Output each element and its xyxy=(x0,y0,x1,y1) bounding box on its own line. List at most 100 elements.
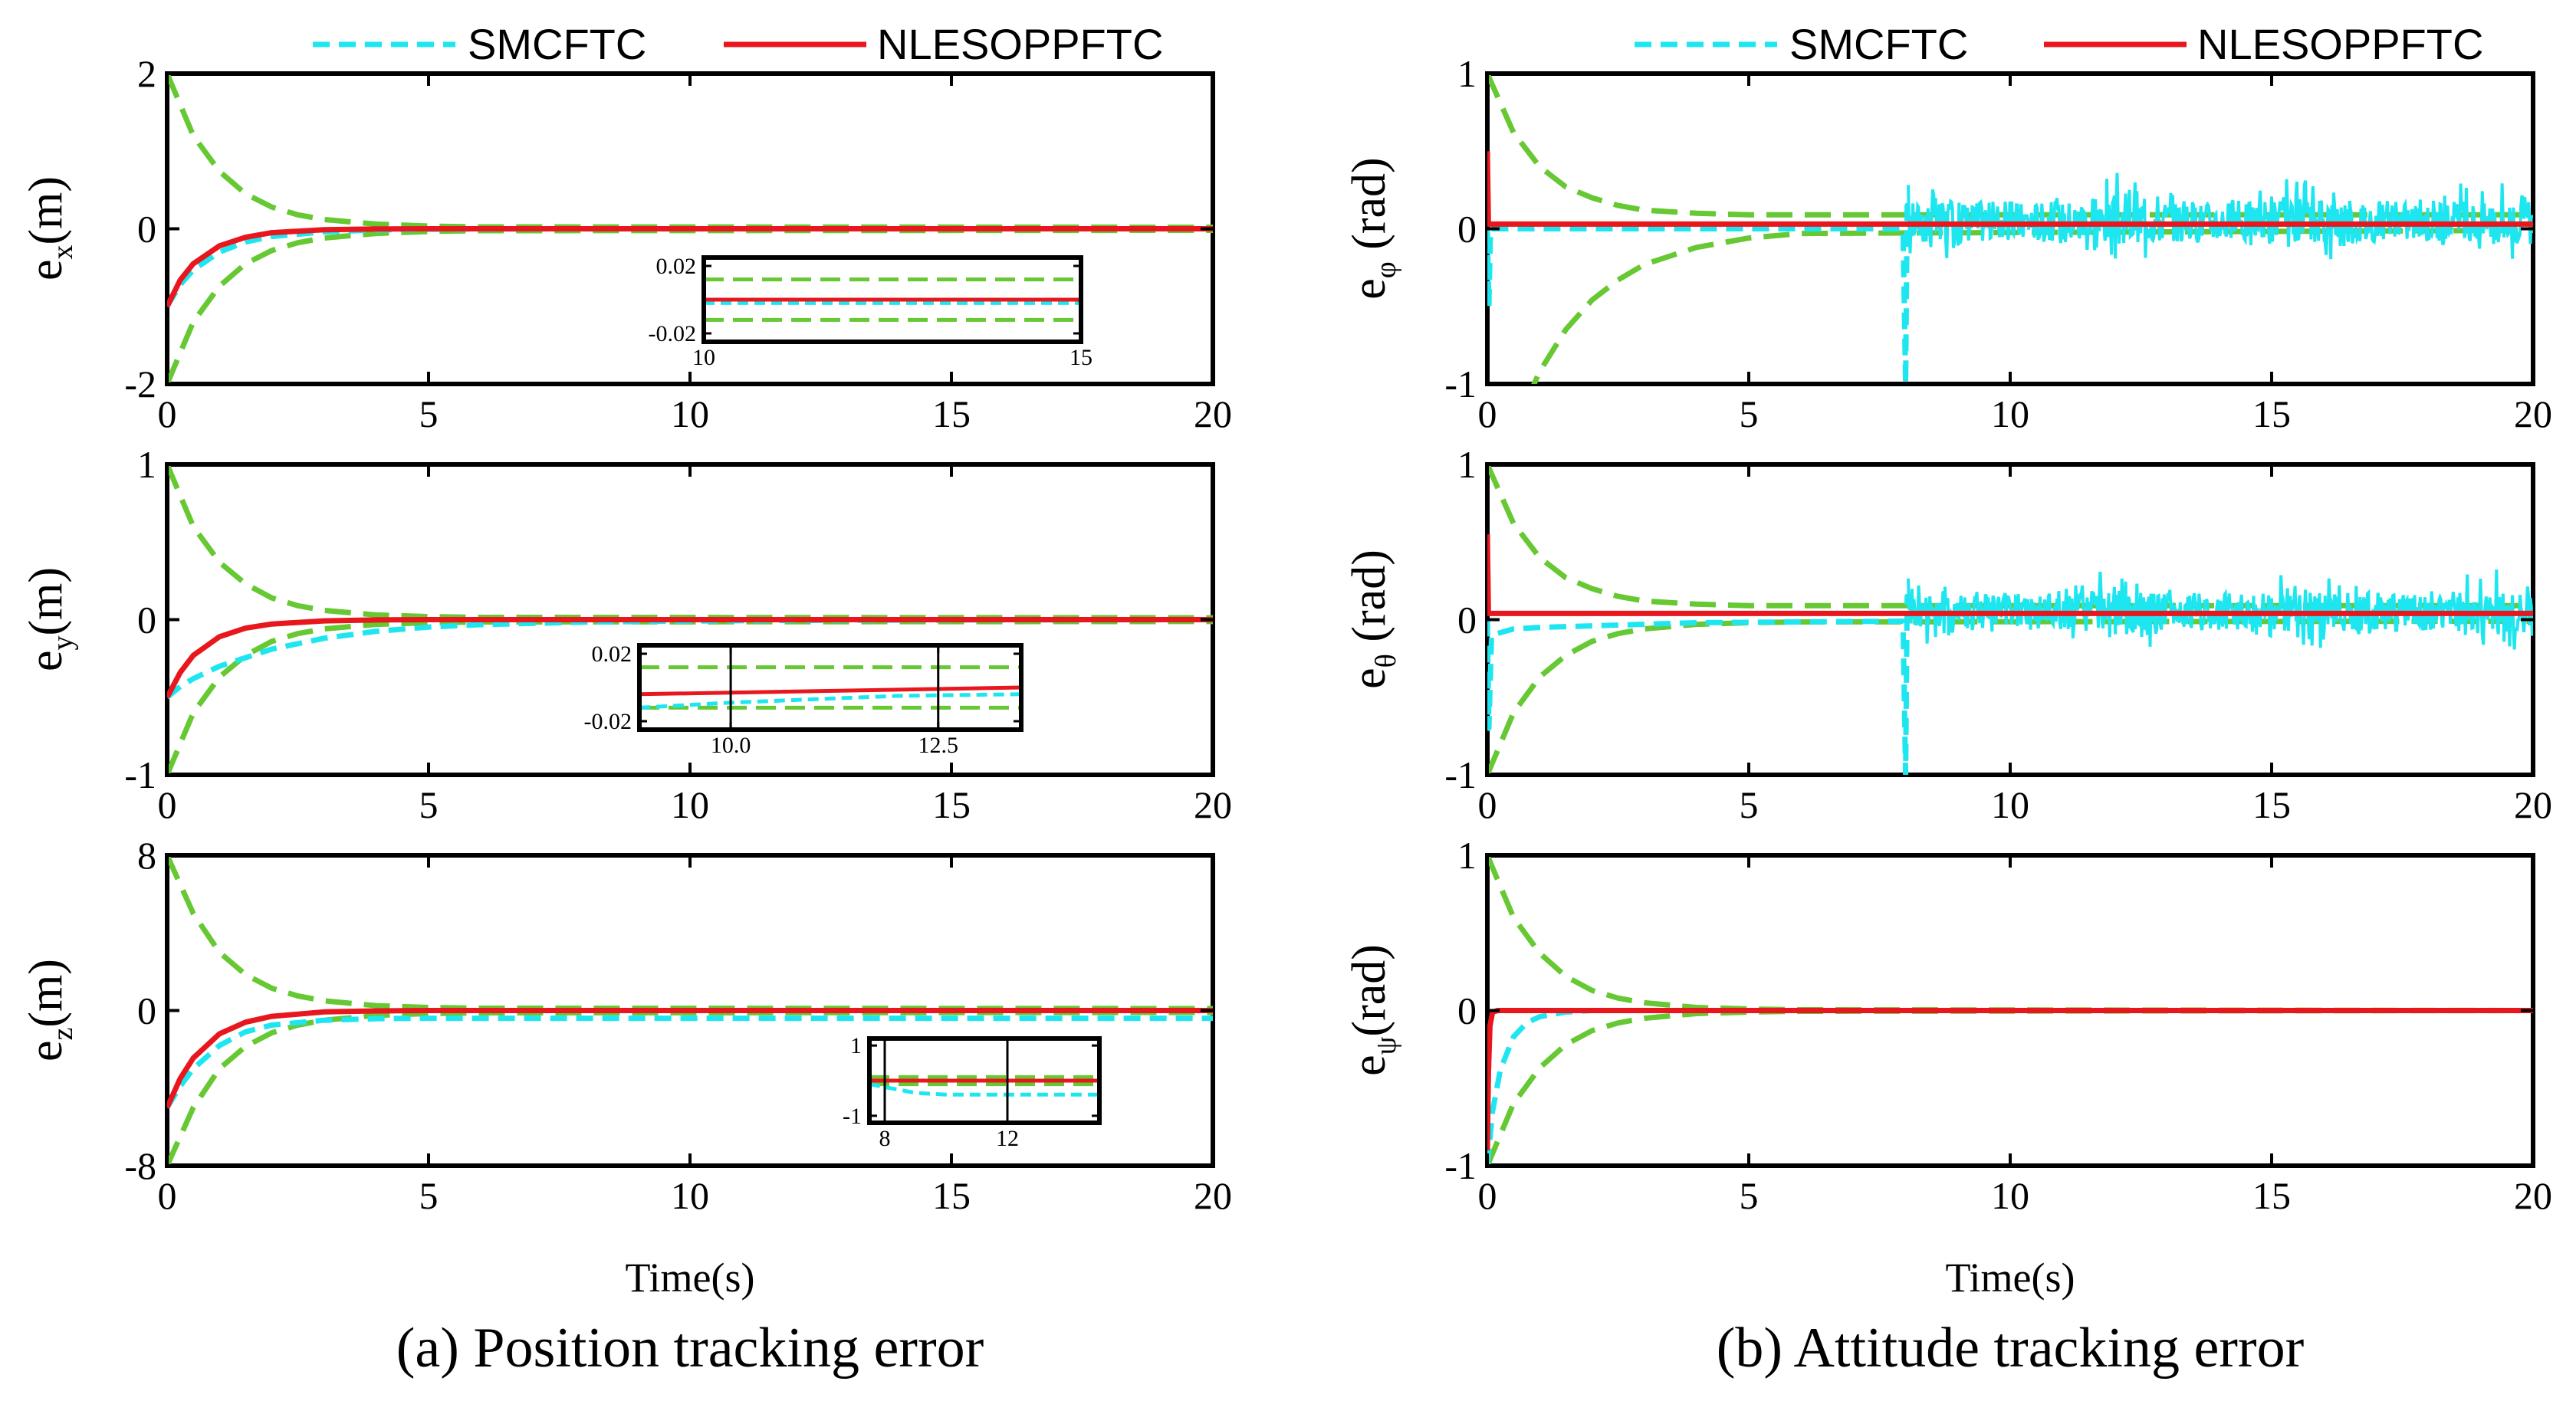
epsi-x-tick-label: 5 xyxy=(1740,1174,1759,1217)
ex-smcftc-line xyxy=(167,226,1213,308)
ey-x-tick-label: 20 xyxy=(1194,783,1232,826)
epsi-y-tick-label: 0 xyxy=(1457,989,1477,1032)
ey-inset-smcftc-line xyxy=(639,692,1021,710)
ephi-x-tick-label: 15 xyxy=(2252,392,2291,435)
ez-inset-frame xyxy=(867,1036,1102,1125)
ez-inset-x-tick-label: 8 xyxy=(879,1126,891,1151)
ephi-smcftc-line xyxy=(1487,202,1914,384)
epsi-upper-bound-line xyxy=(1487,855,2533,1013)
ex-zoom-inset: 10 15 0.02 -0.02 xyxy=(649,254,1093,370)
ey-upper-bound-line xyxy=(167,464,1213,621)
ez-y-tick-label: -8 xyxy=(124,1144,156,1187)
etheta-y-tick-label: -1 xyxy=(1444,753,1477,796)
ephi-plot-area xyxy=(1487,74,2533,384)
ephi-y-tick-label: 1 xyxy=(1457,52,1477,95)
epsi-ylabel: eψ(rad) xyxy=(1343,944,1402,1076)
ex-y-tick-label: -2 xyxy=(124,363,156,405)
ey-x-tick-label: 15 xyxy=(932,783,971,826)
ez-x-tick-label: 20 xyxy=(1194,1174,1232,1217)
ez-x-tick-label: 5 xyxy=(419,1174,439,1217)
ez-ylabel: ez(m) xyxy=(20,959,79,1061)
ez-inset-ticks: 8 12 1 -1 xyxy=(843,1033,1099,1151)
ez-inset-y-tick-label: 1 xyxy=(850,1033,862,1058)
ey-y-tick-label: -1 xyxy=(124,753,156,796)
ephi-nlesoppftc-line xyxy=(1487,151,2533,227)
etheta-x-tick-label: 5 xyxy=(1740,783,1759,826)
ex-y-tick-label: 0 xyxy=(137,208,156,251)
ex-y-tick-label: 2 xyxy=(137,52,156,95)
ez-inset-plot xyxy=(869,1038,1099,1123)
ephi-ylabel: eφ (rad) xyxy=(1343,157,1402,299)
ex-inset-ticks: 10 15 0.02 -0.02 xyxy=(649,254,1093,370)
ey-inset-frame xyxy=(637,643,1024,732)
legend-smcftc-label-left: SMCFTC xyxy=(468,20,646,68)
ex-nlesoppftc-line xyxy=(167,226,1213,308)
ey-plot-area xyxy=(167,464,1213,775)
legend-smcftc-label-right: SMCFTC xyxy=(1789,20,1968,68)
etheta-x-tick-label: 15 xyxy=(2252,783,2291,826)
epsi-nlesoppftc-line xyxy=(1487,1008,2533,1150)
ez-upper-bound-line xyxy=(167,855,1213,1012)
ephi-x-tick-label: 20 xyxy=(2514,392,2552,435)
ey-x-tick-label: 10 xyxy=(671,783,709,826)
ephi-x-tick-label: 0 xyxy=(1478,392,1497,435)
etheta-x-tick-label: 20 xyxy=(2514,783,2552,826)
ez-zoom-inset: 8 12 1 -1 xyxy=(843,1033,1102,1151)
ey-inset-y-tick-label: 0.02 xyxy=(592,641,632,667)
ez-y-tick-label: 8 xyxy=(137,834,156,877)
etheta-lower-bound-line xyxy=(1487,618,2533,775)
etheta-x-tick-label: 10 xyxy=(1991,783,2029,826)
ey-zoom-inset: 10.0 12.5 0.02 -0.02 xyxy=(584,641,1024,758)
ephi-x-tick-label: 10 xyxy=(1991,392,2029,435)
ez-inset-x-tick-label: 12 xyxy=(996,1126,1019,1151)
ez-inset-y-tick-label: -1 xyxy=(843,1104,862,1129)
etheta-upper-bound-line xyxy=(1487,464,2533,609)
ey-x-tick-label: 5 xyxy=(419,783,439,826)
ey-smcftc-line xyxy=(167,617,1213,700)
ey-inset-ticks: 10.0 12.5 0.02 -0.02 xyxy=(584,641,1021,758)
epsi-smcftc-line xyxy=(1487,1008,2533,1166)
ez-x-tick-label: 10 xyxy=(671,1174,709,1217)
epsi-x-tick-label: 10 xyxy=(1991,1174,2029,1217)
legend-nlesoppftc-label-left: NLESOPPFTC xyxy=(877,20,1163,68)
epsi-y-tick-label: -1 xyxy=(1444,1144,1477,1187)
ez-y-tick-label: 0 xyxy=(137,989,156,1032)
ey-inset-x-tick-label: 12.5 xyxy=(918,733,958,758)
ex-ylabel: ex(m) xyxy=(20,176,79,281)
ephi-y-tick-label: 0 xyxy=(1457,208,1477,251)
caption-position-tracking: (a) Position tracking error xyxy=(396,1317,984,1380)
legend-nlesoppftc-label-right: NLESOPPFTC xyxy=(2197,20,2483,68)
ex-upper-bound-line xyxy=(167,74,1213,230)
ex-plot-area xyxy=(167,74,1213,384)
ez-smcftc-line xyxy=(167,1015,1213,1109)
ey-inset-y-tick-label: -0.02 xyxy=(584,709,632,734)
ex-x-tick-label: 5 xyxy=(419,392,439,435)
ex-inset-x-tick-label: 10 xyxy=(692,345,715,370)
ey-inset-nlesoppftc-line xyxy=(639,685,1021,697)
caption-attitude-tracking: (b) Attitude tracking error xyxy=(1717,1317,2304,1380)
ex-inset-y-tick-label: -0.02 xyxy=(649,321,697,346)
ephi-x-tick-label: 5 xyxy=(1740,392,1759,435)
epsi-plot-area xyxy=(1487,855,2533,1166)
ephi-y-tick-label: -1 xyxy=(1444,363,1477,405)
ephi-lower-bound-line xyxy=(1531,228,2533,384)
ex-x-tick-label: 10 xyxy=(671,392,709,435)
ex-x-tick-label: 15 xyxy=(932,392,971,435)
epsi-y-tick-label: 1 xyxy=(1457,834,1477,877)
ey-y-tick-label: 0 xyxy=(137,599,156,641)
ey-y-tick-label: 1 xyxy=(137,443,156,486)
epsi-x-tick-label: 20 xyxy=(2514,1174,2552,1217)
etheta-y-tick-label: 0 xyxy=(1457,599,1477,641)
ex-inset-x-tick-label: 15 xyxy=(1070,345,1092,370)
ez-inset-smcftc-line xyxy=(869,1082,1099,1097)
ey-inset-x-tick-label: 10.0 xyxy=(711,733,751,758)
legend-left: SMCFTC NLESOPPFTC xyxy=(313,20,1163,68)
ex-x-tick-label: 20 xyxy=(1194,392,1232,435)
